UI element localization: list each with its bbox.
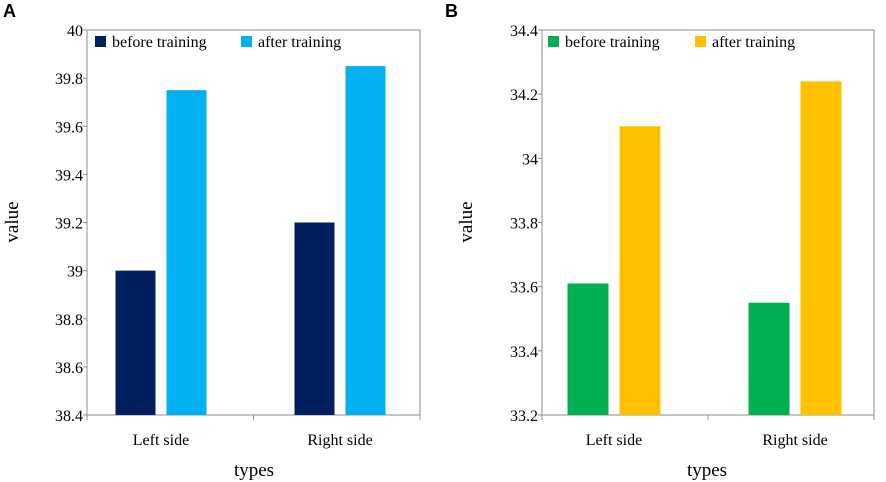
y-tick-label: 34.2 bbox=[510, 87, 538, 104]
y-tick-label: 39.2 bbox=[55, 216, 83, 233]
legend: before training after training bbox=[95, 34, 341, 51]
x-axis-title: types bbox=[234, 460, 274, 481]
y-tick-label: 33.2 bbox=[510, 408, 538, 425]
bar-after-training-left-side bbox=[619, 126, 661, 415]
legend-swatch bbox=[241, 36, 252, 47]
y-tick-label: 38.6 bbox=[55, 360, 83, 377]
y-tick-label: 33.6 bbox=[510, 280, 538, 297]
x-axis-title: types bbox=[687, 460, 727, 481]
legend-label: after training bbox=[712, 34, 795, 51]
x-tick-label: Right side bbox=[762, 432, 827, 449]
chart-panel-b: B 33.2 33.4 33.6 33.8 34 34.2 34.4 Left side Righ… bbox=[445, 1, 875, 481]
x-tick-label: Right side bbox=[307, 432, 372, 449]
y-tick-label: 34.4 bbox=[510, 23, 538, 40]
bar-after-training-left-side bbox=[166, 90, 207, 415]
legend-label: before training bbox=[112, 34, 207, 51]
bar-before-training-left-side bbox=[567, 283, 609, 415]
legend-label: before training bbox=[565, 34, 660, 51]
y-tick-label: 40 bbox=[67, 23, 83, 40]
y-tick-label: 39.4 bbox=[55, 167, 83, 184]
panel-label: B bbox=[445, 1, 458, 21]
y-tick-label: 39.8 bbox=[55, 71, 83, 88]
bar-before-training-left-side bbox=[115, 270, 156, 415]
y-tick-label: 38.4 bbox=[55, 408, 83, 425]
chart-panel-a: A 38.4 38.6 38.8 39 39.2 39.4 39.6 39.8 40 Left si… bbox=[2, 1, 421, 481]
y-axis-title: value bbox=[456, 201, 477, 242]
y-tick-label: 39.6 bbox=[55, 119, 83, 136]
y-tick-label: 38.8 bbox=[55, 312, 83, 329]
bar-after-training-right-side bbox=[800, 81, 842, 415]
bar-before-training-right-side bbox=[294, 222, 335, 415]
y-tick-label: 34 bbox=[522, 151, 538, 168]
legend-swatch bbox=[548, 36, 559, 47]
bar-before-training-right-side bbox=[748, 302, 790, 415]
bar-after-training-right-side bbox=[345, 66, 386, 415]
legend-label: after training bbox=[258, 34, 341, 51]
x-tick-label: Left side bbox=[586, 432, 642, 449]
y-tick-label: 33.8 bbox=[510, 216, 538, 233]
y-axis-title: value bbox=[2, 201, 23, 242]
panel-label: A bbox=[3, 1, 16, 21]
x-tick-label: Left side bbox=[133, 432, 189, 449]
y-tick-label: 39 bbox=[67, 264, 83, 281]
legend-swatch bbox=[95, 36, 106, 47]
legend-swatch bbox=[695, 36, 706, 47]
legend: before training after training bbox=[548, 34, 795, 51]
y-tick-label: 33.4 bbox=[510, 344, 538, 361]
